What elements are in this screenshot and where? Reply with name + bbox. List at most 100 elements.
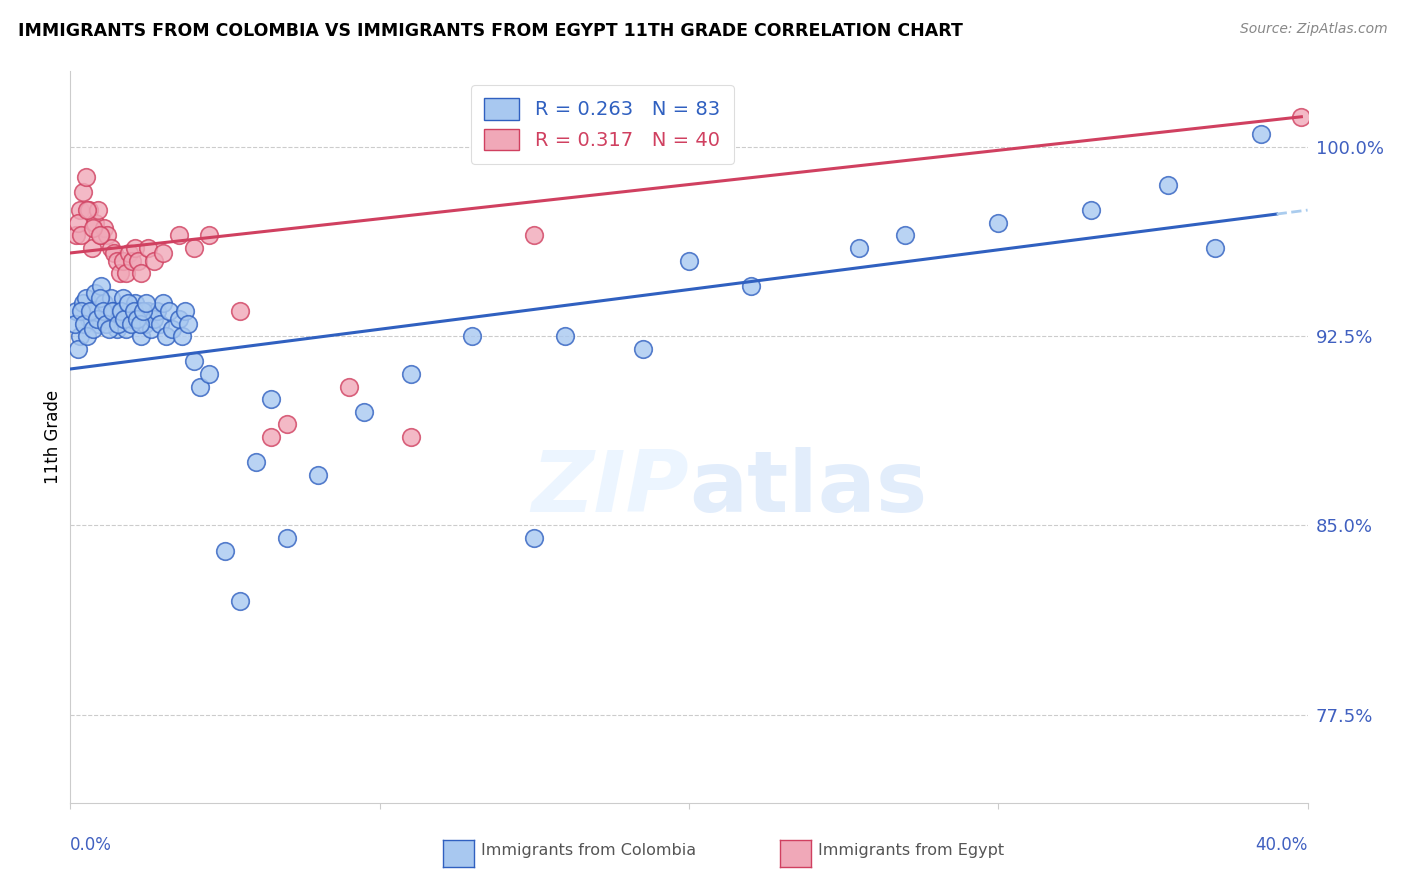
Point bbox=[65, 228, 87, 243]
Point bbox=[115, 321, 138, 335]
Point bbox=[94, 317, 117, 331]
Point bbox=[93, 296, 115, 310]
Point bbox=[129, 317, 152, 331]
Point bbox=[67, 216, 90, 230]
Point bbox=[149, 317, 172, 331]
Point bbox=[107, 317, 129, 331]
Point bbox=[1204, 241, 1226, 255]
Point bbox=[93, 220, 115, 235]
Point bbox=[188, 379, 211, 393]
Point bbox=[103, 246, 125, 260]
Point bbox=[67, 342, 90, 356]
Point bbox=[353, 405, 375, 419]
Point bbox=[245, 455, 267, 469]
Point bbox=[152, 246, 174, 260]
Point bbox=[96, 228, 118, 243]
Point bbox=[105, 321, 128, 335]
Point bbox=[82, 220, 105, 235]
Point bbox=[118, 246, 141, 260]
Point bbox=[72, 296, 94, 310]
Point bbox=[80, 241, 103, 255]
Point bbox=[103, 304, 125, 318]
Point bbox=[124, 241, 146, 255]
Point bbox=[91, 304, 114, 318]
Text: Source: ZipAtlas.com: Source: ZipAtlas.com bbox=[1240, 22, 1388, 37]
Point bbox=[155, 329, 177, 343]
Point bbox=[894, 228, 917, 243]
Point bbox=[136, 304, 159, 318]
Point bbox=[132, 304, 155, 318]
Point bbox=[96, 311, 118, 326]
Point bbox=[260, 430, 283, 444]
Point bbox=[631, 342, 654, 356]
Point bbox=[1291, 110, 1313, 124]
Point bbox=[100, 241, 122, 255]
Point bbox=[461, 329, 484, 343]
Point bbox=[76, 203, 98, 218]
Point bbox=[100, 291, 122, 305]
Point bbox=[90, 278, 112, 293]
Point bbox=[73, 317, 96, 331]
Point bbox=[90, 228, 112, 243]
Point bbox=[89, 228, 111, 243]
Text: Immigrants from Egypt: Immigrants from Egypt bbox=[818, 844, 1004, 858]
Point bbox=[84, 286, 107, 301]
Point bbox=[77, 311, 100, 326]
Point bbox=[115, 266, 138, 280]
Point bbox=[70, 228, 93, 243]
Point bbox=[82, 321, 105, 335]
Point bbox=[142, 253, 165, 268]
Point bbox=[170, 329, 193, 343]
Point bbox=[105, 253, 128, 268]
Point bbox=[167, 311, 190, 326]
Point bbox=[131, 266, 153, 280]
Point bbox=[152, 296, 174, 310]
Point bbox=[229, 594, 252, 608]
Text: IMMIGRANTS FROM COLOMBIA VS IMMIGRANTS FROM EGYPT 11TH GRADE CORRELATION CHART: IMMIGRANTS FROM COLOMBIA VS IMMIGRANTS F… bbox=[18, 22, 963, 40]
Text: ZIP: ZIP bbox=[531, 447, 689, 530]
Point bbox=[72, 186, 94, 200]
Point bbox=[162, 321, 184, 335]
Point bbox=[554, 329, 576, 343]
Point bbox=[523, 531, 546, 545]
Point bbox=[120, 317, 142, 331]
Point bbox=[114, 311, 135, 326]
Point bbox=[87, 203, 110, 218]
Point bbox=[523, 228, 546, 243]
Point bbox=[183, 354, 205, 368]
Point bbox=[89, 291, 111, 305]
Point bbox=[146, 304, 169, 318]
Point bbox=[157, 304, 180, 318]
Point bbox=[127, 253, 149, 268]
Point bbox=[167, 228, 190, 243]
Point bbox=[173, 304, 195, 318]
Point bbox=[76, 329, 98, 343]
Point bbox=[198, 228, 221, 243]
Point bbox=[108, 304, 131, 318]
Point bbox=[69, 203, 91, 218]
Point bbox=[121, 253, 143, 268]
Point bbox=[124, 296, 146, 310]
Point bbox=[399, 430, 422, 444]
Point bbox=[117, 296, 139, 310]
Point bbox=[101, 304, 124, 318]
Point bbox=[276, 417, 298, 432]
Text: 0.0%: 0.0% bbox=[70, 837, 112, 855]
Point bbox=[740, 278, 762, 293]
Legend: R = 0.263   N = 83, R = 0.317   N = 40: R = 0.263 N = 83, R = 0.317 N = 40 bbox=[471, 85, 734, 164]
Point bbox=[77, 203, 100, 218]
Point bbox=[84, 216, 107, 230]
Point bbox=[98, 321, 120, 335]
Point bbox=[65, 304, 87, 318]
Point bbox=[276, 531, 298, 545]
Point bbox=[80, 304, 103, 318]
Point bbox=[136, 241, 159, 255]
Point bbox=[134, 317, 156, 331]
Point bbox=[1080, 203, 1102, 218]
Point bbox=[307, 467, 329, 482]
Text: atlas: atlas bbox=[689, 447, 927, 530]
Point bbox=[214, 543, 236, 558]
Point bbox=[127, 304, 149, 318]
Point bbox=[69, 329, 91, 343]
Point bbox=[70, 304, 93, 318]
